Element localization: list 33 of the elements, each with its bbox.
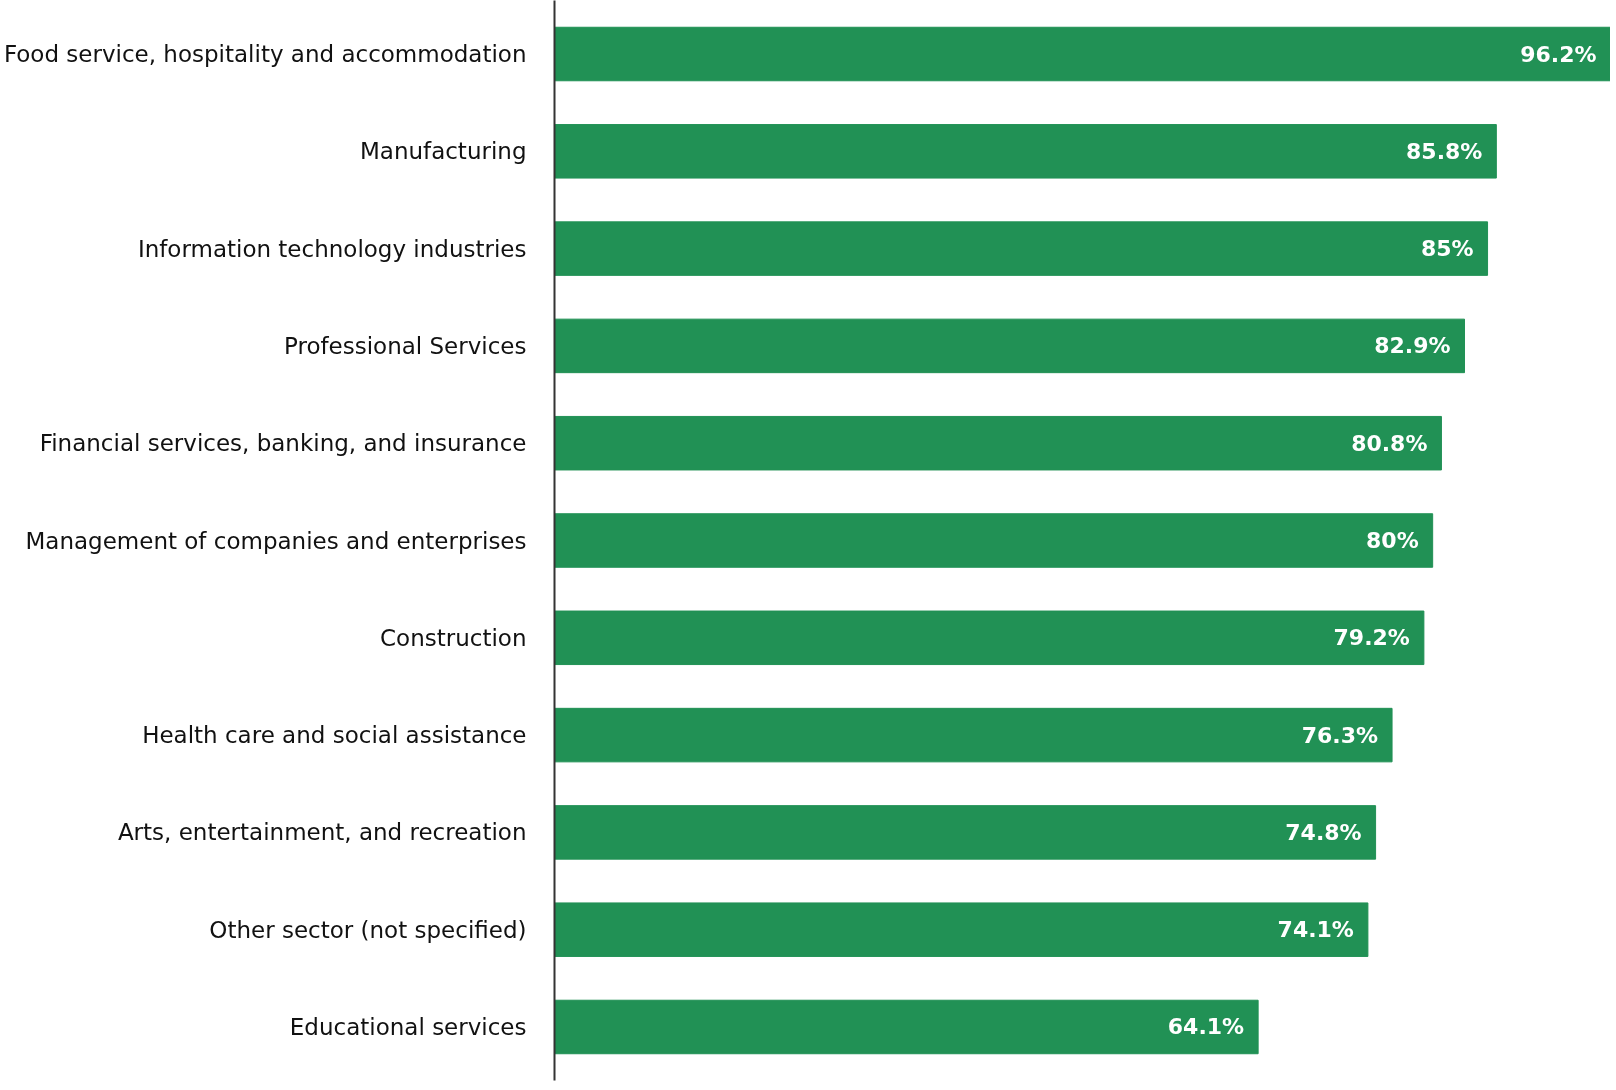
bar xyxy=(554,707,1393,763)
bar xyxy=(554,805,1377,860)
bar xyxy=(554,999,1259,1055)
bar xyxy=(554,124,1497,179)
y-tick-label: Health care and social assistance xyxy=(142,722,527,749)
y-tick-label: Professional Services xyxy=(283,332,527,359)
y-tick-label: Other sector (not specified) xyxy=(209,916,527,943)
data-label: 80% xyxy=(1366,528,1419,553)
y-tick-label: Information technology industries xyxy=(137,235,527,262)
data-label: 96.2% xyxy=(1520,41,1597,67)
bar xyxy=(554,902,1369,957)
data-label: 76.3% xyxy=(1301,722,1379,748)
bar xyxy=(554,513,1434,568)
bar xyxy=(554,221,1489,276)
y-tick-label: Food service, hospitality and accommodation xyxy=(3,41,527,68)
data-label: 74.1% xyxy=(1277,917,1354,943)
y-tick-label: Management of companies and enterprises xyxy=(25,527,527,554)
bar xyxy=(554,318,1465,374)
bar xyxy=(554,415,1442,471)
y-tick-label: Educational services xyxy=(289,1013,527,1040)
data-label: 82.9% xyxy=(1374,333,1451,359)
data-label: 74.8% xyxy=(1285,819,1362,845)
bar xyxy=(554,26,1610,82)
y-tick-label: Manufacturing xyxy=(359,138,527,165)
y-tick-label: Arts, entertainment, and recreation xyxy=(117,819,527,846)
data-label: 64.1% xyxy=(1167,1014,1245,1040)
bar xyxy=(554,610,1425,666)
y-tick-label: Construction xyxy=(380,624,527,651)
data-label: 80.8% xyxy=(1351,430,1428,456)
data-label: 85% xyxy=(1420,236,1474,262)
data-label: 85.8% xyxy=(1406,138,1483,164)
y-tick-label: Financial services, banking, and insurance xyxy=(39,430,527,457)
data-label: 79.2% xyxy=(1333,625,1410,651)
